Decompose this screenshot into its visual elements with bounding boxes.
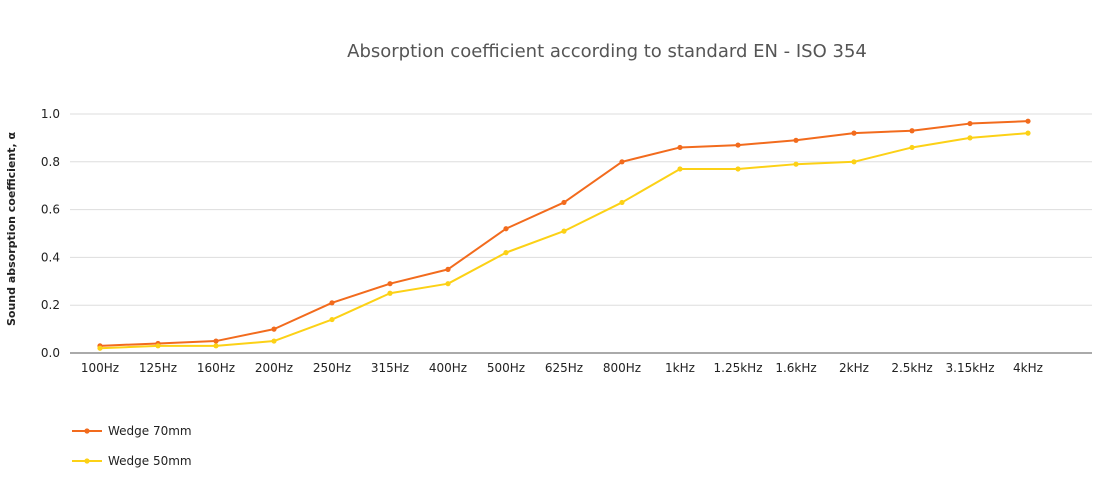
- y-tick-label: 0.2: [41, 298, 60, 312]
- data-point[interactable]: [1025, 118, 1031, 124]
- data-point[interactable]: [793, 137, 799, 143]
- x-tick-label: 1.6kHz: [775, 361, 816, 375]
- y-axis-label: Sound absorption coefficient, α: [5, 132, 18, 326]
- data-point[interactable]: [851, 159, 857, 165]
- data-point[interactable]: [735, 166, 741, 172]
- legend[interactable]: Wedge 70mm Wedge 50mm: [72, 424, 192, 468]
- data-point[interactable]: [793, 161, 799, 167]
- data-point[interactable]: [271, 326, 277, 332]
- y-tick-label: 1.0: [41, 107, 60, 121]
- series-layer: [97, 118, 1031, 351]
- y-axis-ticks: 0.0 0.2 0.4 0.6 0.8 1.0: [41, 107, 60, 360]
- data-point[interactable]: [271, 338, 277, 344]
- data-point[interactable]: [735, 142, 741, 148]
- legend-item[interactable]: Wedge 70mm: [72, 424, 192, 438]
- y-tick-label: 0.6: [41, 203, 60, 217]
- data-point[interactable]: [387, 290, 393, 296]
- data-point[interactable]: [619, 199, 625, 206]
- x-tick-label: 4kHz: [1013, 361, 1043, 375]
- x-tick-label: 2kHz: [839, 361, 869, 375]
- legend-label: Wedge 50mm: [108, 454, 192, 468]
- x-tick-label: 200Hz: [255, 361, 293, 375]
- data-point[interactable]: [967, 120, 973, 127]
- legend-label: Wedge 70mm: [108, 424, 192, 438]
- data-point[interactable]: [677, 166, 683, 172]
- x-tick-label: 400Hz: [429, 361, 467, 375]
- series-0: [97, 118, 1031, 349]
- data-point[interactable]: [677, 144, 683, 151]
- data-point[interactable]: [1025, 130, 1031, 136]
- data-point[interactable]: [851, 130, 857, 136]
- y-tick-label: 0.4: [41, 250, 60, 264]
- y-tick-label: 0.8: [41, 155, 60, 169]
- data-point[interactable]: [329, 300, 335, 306]
- x-tick-label: 1.25kHz: [714, 361, 763, 375]
- x-axis-ticks: 100Hz 125Hz 160Hz 200Hz 250Hz 315Hz 400Hz 500Hz…: [81, 361, 1043, 375]
- data-point[interactable]: [909, 144, 915, 151]
- y-tick-label: 0.0: [41, 346, 60, 360]
- legend-marker: [84, 458, 90, 464]
- data-point[interactable]: [909, 128, 915, 134]
- data-point[interactable]: [329, 316, 335, 323]
- legend-item[interactable]: Wedge 50mm: [72, 454, 192, 468]
- data-point[interactable]: [503, 250, 509, 256]
- data-point[interactable]: [967, 135, 973, 141]
- data-point[interactable]: [445, 281, 451, 287]
- data-point[interactable]: [561, 228, 567, 234]
- chart-title: Absorption coefficient according to stan…: [347, 41, 867, 62]
- x-tick-label: 250Hz: [313, 361, 351, 375]
- x-tick-label: 125Hz: [139, 361, 177, 375]
- x-tick-label: 800Hz: [603, 361, 641, 375]
- series-line: [99, 132, 1029, 350]
- series-1: [97, 130, 1031, 351]
- x-tick-label: 2.5kHz: [891, 361, 932, 375]
- x-tick-label: 100Hz: [81, 361, 119, 375]
- x-tick-label: 625Hz: [545, 361, 583, 375]
- x-tick-label: 3.15kHz: [946, 361, 995, 375]
- legend-marker: [84, 428, 90, 434]
- data-point[interactable]: [619, 159, 625, 165]
- x-tick-label: 160Hz: [197, 361, 235, 375]
- gridlines: [70, 113, 1092, 306]
- data-point[interactable]: [503, 226, 509, 232]
- x-tick-label: 500Hz: [487, 361, 525, 375]
- x-tick-label: 1kHz: [665, 361, 695, 375]
- data-point[interactable]: [155, 343, 161, 349]
- data-point[interactable]: [213, 338, 219, 344]
- data-point[interactable]: [561, 199, 567, 206]
- data-point[interactable]: [387, 281, 393, 287]
- x-tick-label: 315Hz: [371, 361, 409, 375]
- data-point[interactable]: [97, 345, 103, 351]
- data-point[interactable]: [213, 343, 219, 349]
- data-point[interactable]: [445, 266, 451, 272]
